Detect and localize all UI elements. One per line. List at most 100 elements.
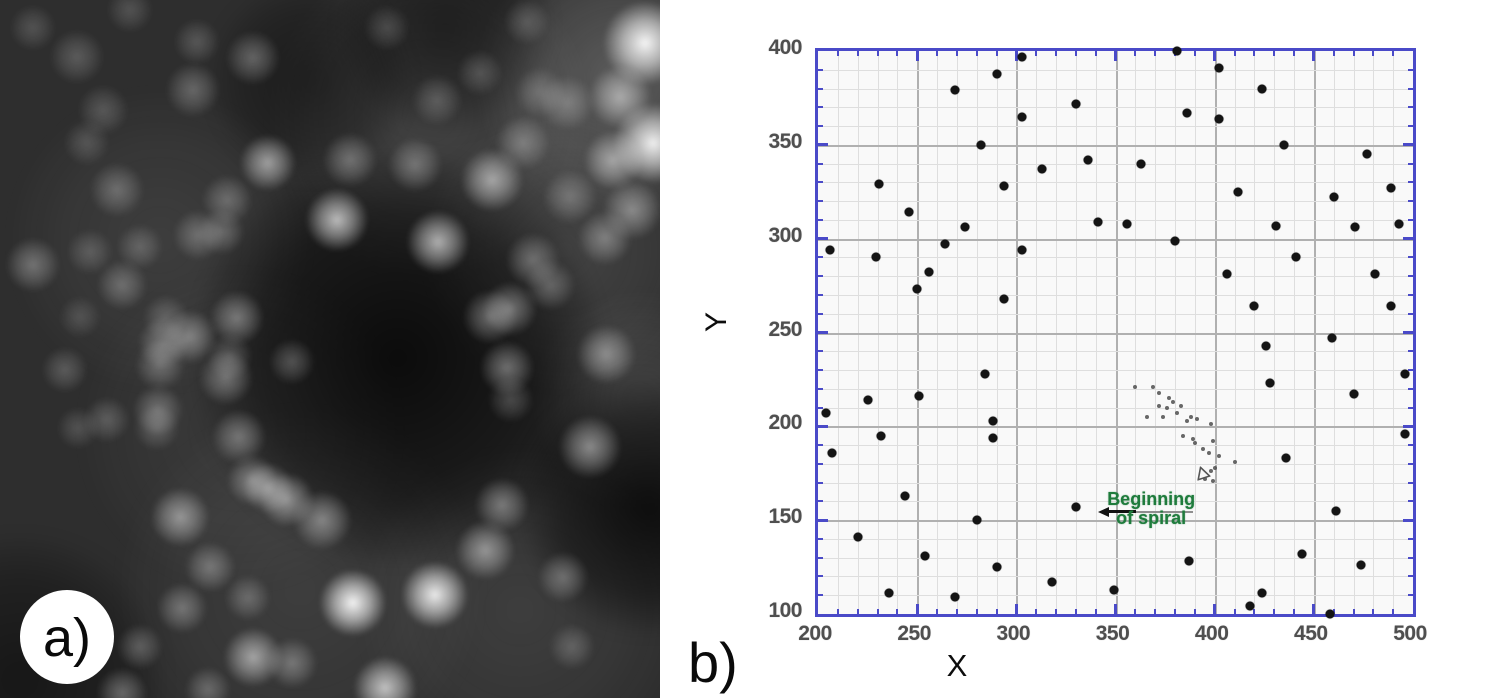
diffraction-spot xyxy=(405,209,471,275)
spiral-trail-dot xyxy=(1194,416,1199,421)
gridline-vertical xyxy=(1155,51,1157,614)
gridline-horizontal xyxy=(818,388,1413,390)
axis-tick xyxy=(1035,609,1038,614)
diffraction-spot xyxy=(197,349,255,407)
data-point xyxy=(1071,502,1081,512)
diffraction-spot xyxy=(62,118,112,168)
haze-blob xyxy=(477,0,660,223)
data-point xyxy=(950,85,960,95)
gridline-horizontal xyxy=(818,370,1413,372)
data-point xyxy=(1271,221,1281,231)
spiral-trail-dot xyxy=(1190,437,1195,442)
spiral-trail-dot xyxy=(1200,446,1205,451)
diffraction-spot xyxy=(494,114,552,172)
axis-tick xyxy=(936,51,938,56)
axis-tick xyxy=(975,51,978,56)
data-point xyxy=(992,69,1001,79)
x-tick-label: 200 xyxy=(798,622,832,645)
annotation-arrow-line xyxy=(1111,510,1193,513)
data-point xyxy=(821,408,831,418)
gridline-vertical xyxy=(897,51,899,614)
diffraction-spot xyxy=(172,17,222,67)
spiral-trail-dot xyxy=(1210,478,1215,483)
spiral-trail-dot xyxy=(1167,396,1172,401)
spiral-trail-dot xyxy=(1184,418,1189,423)
x-tick-label: 350 xyxy=(1095,622,1130,645)
data-point xyxy=(900,491,910,501)
axis-tick xyxy=(1253,609,1256,614)
data-point xyxy=(1093,217,1103,227)
diffraction-spot xyxy=(88,161,146,219)
data-point xyxy=(992,562,1001,572)
data-point xyxy=(1349,389,1358,399)
axis-tick xyxy=(1408,406,1413,409)
diffraction-spot xyxy=(208,289,266,347)
diffraction-spot xyxy=(541,168,599,226)
axis-tick xyxy=(818,537,823,540)
data-point xyxy=(1400,369,1410,379)
axis-tick xyxy=(1408,256,1413,259)
annotation-line-2: of spiral xyxy=(1116,508,1187,529)
axis-tick xyxy=(1408,106,1413,109)
axis-tick xyxy=(1408,481,1413,484)
diffraction-spot xyxy=(513,65,567,119)
data-point xyxy=(940,239,950,249)
axis-tick xyxy=(818,312,823,315)
axis-tick xyxy=(1154,609,1157,614)
gridline-vertical xyxy=(937,51,938,614)
diffraction-spot xyxy=(576,209,634,267)
gridline-vertical xyxy=(1036,51,1038,614)
axis-tick xyxy=(818,293,823,296)
panel-a-label: a) xyxy=(42,608,91,668)
axis-tick xyxy=(1312,51,1316,61)
data-point xyxy=(1170,236,1180,246)
axis-tick xyxy=(818,256,823,259)
data-point xyxy=(876,431,886,441)
axis-tick xyxy=(1408,387,1413,390)
axis-tick xyxy=(1408,350,1413,353)
gridline-horizontal xyxy=(818,219,1413,221)
data-point xyxy=(1394,219,1404,229)
axis-tick xyxy=(818,462,823,465)
gridline-horizontal xyxy=(818,538,1413,540)
gridline-vertical xyxy=(1095,51,1097,614)
axis-tick xyxy=(1408,462,1413,465)
data-point xyxy=(825,245,835,255)
gridline-vertical xyxy=(1274,51,1276,614)
spiral-trail-dot xyxy=(1157,390,1162,395)
diffraction-spot xyxy=(362,3,412,53)
axis-tick xyxy=(818,594,823,597)
data-point xyxy=(950,592,960,602)
axis-tick xyxy=(1408,181,1413,184)
haze-blob xyxy=(6,86,314,394)
data-point xyxy=(1122,219,1132,229)
diffraction-spot xyxy=(536,550,590,604)
axis-tick xyxy=(876,51,879,56)
annotation-arrow-head-icon xyxy=(1097,506,1109,517)
axis-tick xyxy=(1312,604,1316,614)
gridline-horizontal xyxy=(818,257,1413,259)
spiral-trail-dot xyxy=(1165,405,1170,410)
axis-tick xyxy=(1074,609,1077,614)
axis-tick xyxy=(1233,609,1236,614)
axis-tick xyxy=(1408,500,1413,503)
axis-tick xyxy=(1408,575,1413,578)
diffraction-spot xyxy=(4,236,62,294)
gridline-vertical xyxy=(1175,51,1176,614)
gridline-horizontal xyxy=(818,276,1413,278)
gridline-vertical xyxy=(996,51,998,614)
diffraction-spot xyxy=(56,406,100,450)
diffraction-spot xyxy=(205,332,255,382)
gridline-horizontal xyxy=(818,595,1413,597)
axis-tick xyxy=(1352,51,1355,56)
diffraction-spot xyxy=(504,231,562,289)
diffraction-spot xyxy=(149,486,211,548)
data-point xyxy=(988,416,998,426)
diffraction-spot xyxy=(95,666,149,698)
data-point xyxy=(853,532,863,542)
haze-blob xyxy=(355,445,660,698)
gridline-horizontal xyxy=(818,144,1413,147)
data-point xyxy=(1136,159,1146,169)
axis-tick xyxy=(818,87,823,90)
x-axis-label: X xyxy=(946,648,968,683)
